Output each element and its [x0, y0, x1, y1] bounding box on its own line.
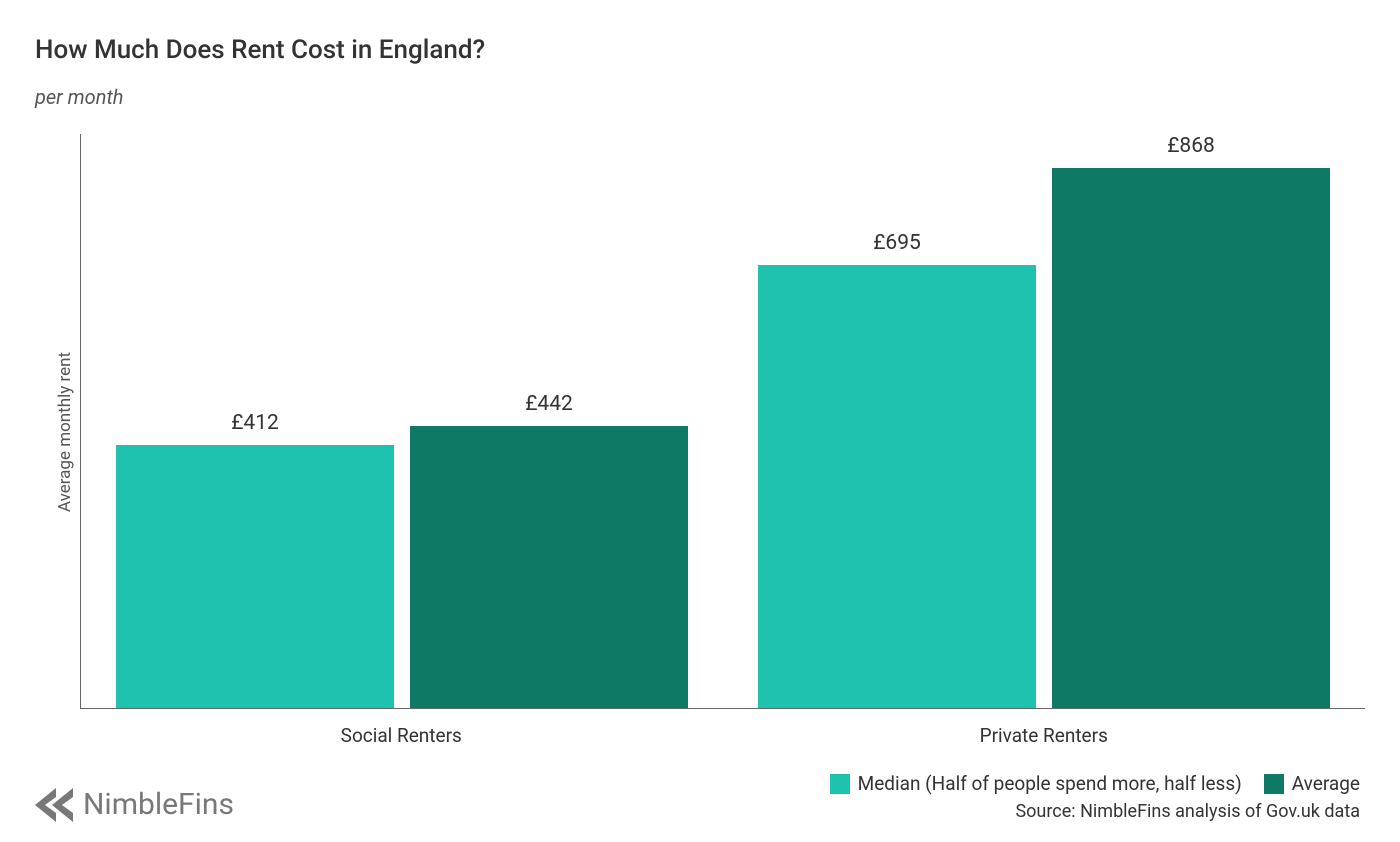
- y-axis-label: Average monthly rent: [55, 351, 75, 511]
- bar-value-label: £868: [1167, 134, 1215, 158]
- chart-subtitle: per month: [35, 85, 1365, 109]
- legend-item: Average: [1264, 772, 1360, 795]
- brand: NimbleFins: [35, 787, 234, 822]
- brand-logo-icon: [35, 788, 73, 822]
- bar-value-label: £442: [525, 392, 573, 416]
- legend-swatch: [830, 774, 850, 794]
- y-axis: Average monthly rent: [35, 134, 80, 709]
- bar: [410, 426, 688, 708]
- bar: [116, 445, 394, 708]
- bar-wrap: £695: [758, 134, 1036, 708]
- legend-label: Average: [1292, 772, 1360, 795]
- bar-wrap: £412: [116, 134, 394, 708]
- legend-label: Median (Half of people spend more, half …: [858, 772, 1242, 795]
- brand-text: NimbleFins: [83, 787, 234, 822]
- chart-area: Average monthly rent £412 £442 £695 £868: [35, 134, 1365, 709]
- legend-item: Median (Half of people spend more, half …: [830, 772, 1242, 795]
- footer: NimbleFins Median (Half of people spend …: [35, 772, 1365, 822]
- plot-area: £412 £442 £695 £868: [80, 134, 1365, 709]
- source-text: Source: NimbleFins analysis of Gov.uk da…: [1015, 801, 1360, 822]
- chart-title: How Much Does Rent Cost in England?: [35, 35, 1365, 65]
- legend-block: Median (Half of people spend more, half …: [830, 772, 1360, 822]
- x-axis-label: Social Renters: [80, 724, 723, 747]
- bar-wrap: £868: [1052, 134, 1330, 708]
- bar-wrap: £442: [410, 134, 688, 708]
- bar-group: £412 £442: [81, 134, 723, 708]
- legend: Median (Half of people spend more, half …: [830, 772, 1360, 795]
- bar-group: £695 £868: [723, 134, 1365, 708]
- chart-container: How Much Does Rent Cost in England? per …: [0, 0, 1400, 842]
- bar: [758, 265, 1036, 708]
- bar-value-label: £695: [873, 231, 921, 255]
- legend-swatch: [1264, 774, 1284, 794]
- bar: [1052, 168, 1330, 708]
- x-axis-label: Private Renters: [723, 724, 1366, 747]
- bar-value-label: £412: [231, 411, 279, 435]
- x-axis: Social RentersPrivate Renters: [35, 724, 1365, 747]
